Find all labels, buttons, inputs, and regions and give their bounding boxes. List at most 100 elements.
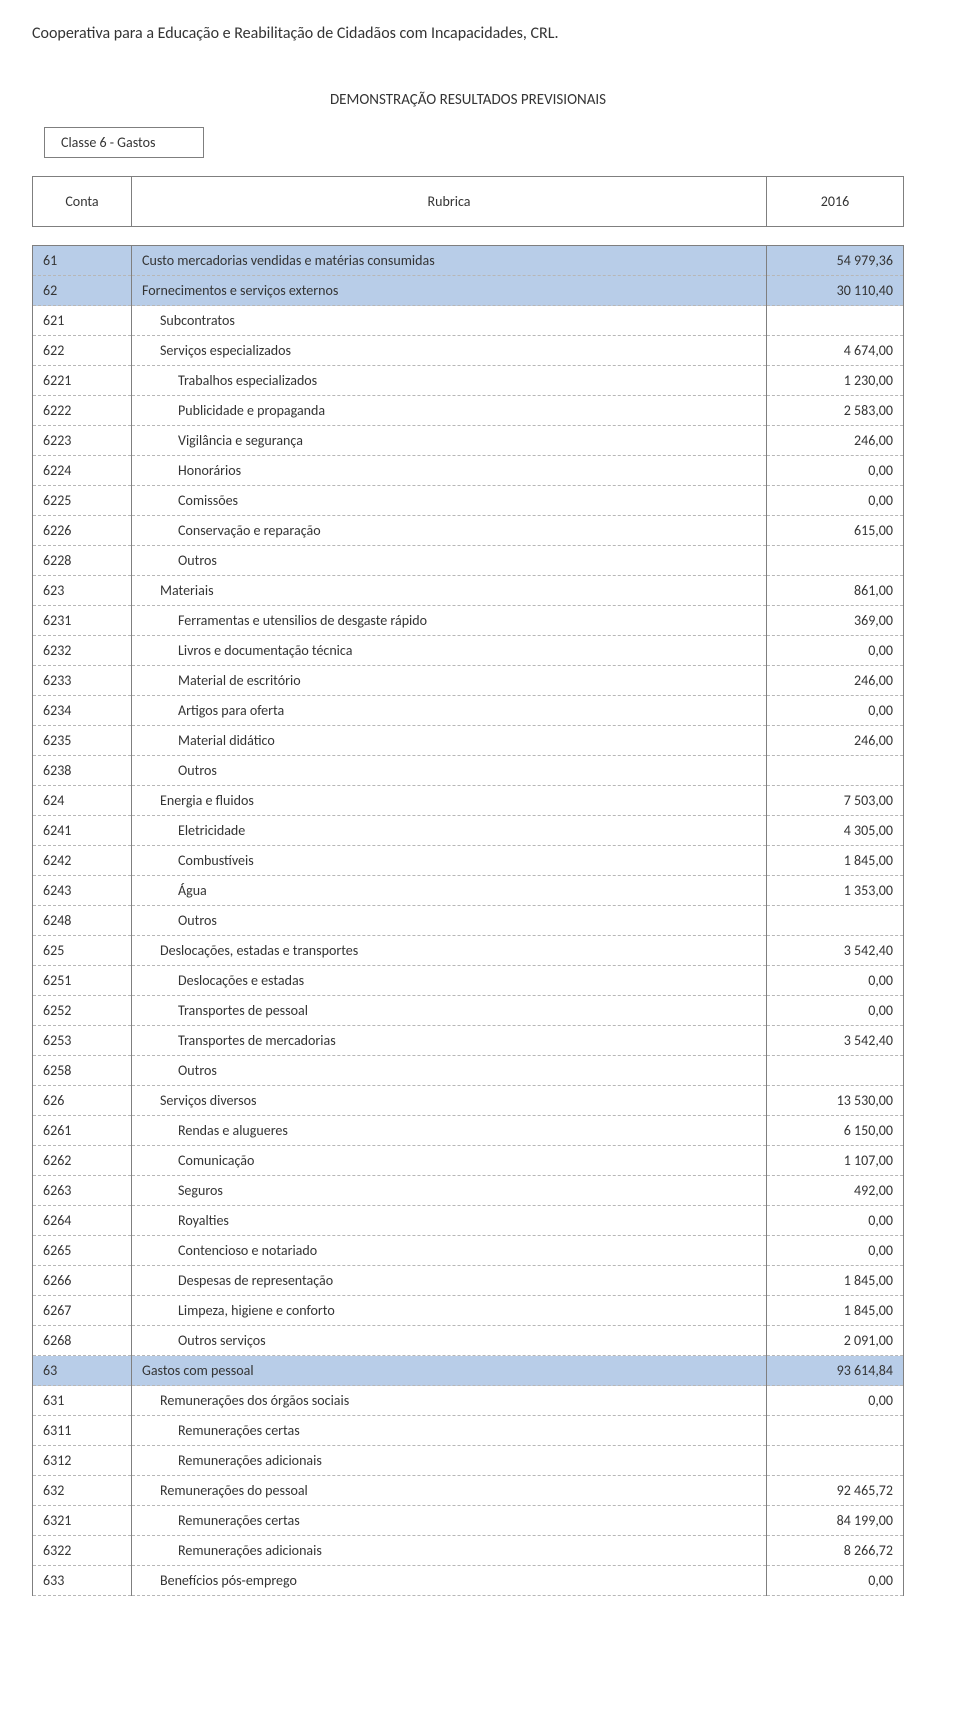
cell-value: 861,00 — [767, 576, 904, 606]
cell-code: 6232 — [33, 636, 132, 666]
cell-code: 6238 — [33, 756, 132, 786]
cell-value: 492,00 — [767, 1176, 904, 1206]
document-page: Cooperativa para a Educação e Reabilitaç… — [0, 0, 960, 1636]
organization-name: Cooperativa para a Educação e Reabilitaç… — [32, 24, 904, 43]
table-row: 6221Trabalhos especializados1 230,00 — [33, 366, 904, 396]
classe-label: Classe 6 - Gastos — [44, 127, 204, 158]
table-row: 6252Transportes de pessoal0,00 — [33, 996, 904, 1026]
cell-value — [767, 1446, 904, 1476]
cell-value: 0,00 — [767, 966, 904, 996]
cell-value — [767, 906, 904, 936]
cell-code: 6235 — [33, 726, 132, 756]
table-row: 6322Remunerações adicionais8 266,72 — [33, 1536, 904, 1566]
cell-value: 1 845,00 — [767, 1266, 904, 1296]
cell-code: 6321 — [33, 1506, 132, 1536]
cell-code: 6267 — [33, 1296, 132, 1326]
table-row: 621Subcontratos — [33, 306, 904, 336]
cell-value: 0,00 — [767, 636, 904, 666]
cell-value: 2 583,00 — [767, 396, 904, 426]
cell-code: 6261 — [33, 1116, 132, 1146]
cell-label: Seguros — [132, 1176, 767, 1206]
cell-code: 625 — [33, 936, 132, 966]
cell-label: Artigos para oferta — [132, 696, 767, 726]
table-row: 6312Remunerações adicionais — [33, 1446, 904, 1476]
cell-value: 0,00 — [767, 1236, 904, 1266]
table-row: 623Materiais861,00 — [33, 576, 904, 606]
cell-code: 6248 — [33, 906, 132, 936]
cell-value: 0,00 — [767, 696, 904, 726]
table-row: 633Benefícios pós-emprego0,00 — [33, 1566, 904, 1596]
table-row: 6235Material didático246,00 — [33, 726, 904, 756]
cell-code: 62 — [33, 276, 132, 306]
cell-value: 7 503,00 — [767, 786, 904, 816]
cell-label: Comunicação — [132, 1146, 767, 1176]
table-row: 632Remunerações do pessoal92 465,72 — [33, 1476, 904, 1506]
cell-value — [767, 756, 904, 786]
cell-value: 6 150,00 — [767, 1116, 904, 1146]
cell-code: 6242 — [33, 846, 132, 876]
cell-value: 4 305,00 — [767, 816, 904, 846]
cell-value: 13 530,00 — [767, 1086, 904, 1116]
cell-value: 1 353,00 — [767, 876, 904, 906]
cell-code: 6226 — [33, 516, 132, 546]
table-row: 63Gastos com pessoal93 614,84 — [33, 1356, 904, 1386]
cell-label: Material de escritório — [132, 666, 767, 696]
cell-label: Energia e fluidos — [132, 786, 767, 816]
cell-label: Contencioso e notariado — [132, 1236, 767, 1266]
cell-label: Fornecimentos e serviços externos — [132, 276, 767, 306]
table-row: 6268Outros serviços2 091,00 — [33, 1326, 904, 1356]
classe-box-wrap: Classe 6 - Gastos — [32, 127, 904, 158]
cell-value: 4 674,00 — [767, 336, 904, 366]
cell-value — [767, 1416, 904, 1446]
cell-value: 1 845,00 — [767, 846, 904, 876]
cell-value: 0,00 — [767, 486, 904, 516]
cell-label: Conservação e reparação — [132, 516, 767, 546]
table-row: 6226Conservação e reparação615,00 — [33, 516, 904, 546]
table-row: 6265Contencioso e notariado0,00 — [33, 1236, 904, 1266]
cell-value: 1 230,00 — [767, 366, 904, 396]
cell-code: 6223 — [33, 426, 132, 456]
table-row: 624Energia e fluidos7 503,00 — [33, 786, 904, 816]
table-row: 626Serviços diversos13 530,00 — [33, 1086, 904, 1116]
cell-value: 369,00 — [767, 606, 904, 636]
cell-code: 6231 — [33, 606, 132, 636]
header-year: 2016 — [767, 177, 904, 227]
cell-code: 6228 — [33, 546, 132, 576]
cell-label: Remunerações dos órgãos sociais — [132, 1386, 767, 1416]
cell-value: 0,00 — [767, 1206, 904, 1236]
cell-label: Materiais — [132, 576, 767, 606]
cell-label: Transportes de mercadorias — [132, 1026, 767, 1056]
cell-label: Livros e documentação técnica — [132, 636, 767, 666]
cell-value: 615,00 — [767, 516, 904, 546]
table-row: 6231Ferramentas e utensilios de desgaste… — [33, 606, 904, 636]
cell-code: 6266 — [33, 1266, 132, 1296]
cell-label: Custo mercadorias vendidas e matérias co… — [132, 246, 767, 276]
cell-label: Remunerações adicionais — [132, 1536, 767, 1566]
cell-value: 93 614,84 — [767, 1356, 904, 1386]
table-row: 6267Limpeza, higiene e conforto1 845,00 — [33, 1296, 904, 1326]
cell-value: 246,00 — [767, 726, 904, 756]
cell-label: Eletricidade — [132, 816, 767, 846]
cell-label: Ferramentas e utensilios de desgaste ráp… — [132, 606, 767, 636]
cell-value: 3 542,40 — [767, 936, 904, 966]
cell-code: 6222 — [33, 396, 132, 426]
cell-value: 54 979,36 — [767, 246, 904, 276]
cell-label: Royalties — [132, 1206, 767, 1236]
cell-code: 6263 — [33, 1176, 132, 1206]
cell-label: Despesas de representação — [132, 1266, 767, 1296]
cell-value — [767, 306, 904, 336]
table-row: 6243Água1 353,00 — [33, 876, 904, 906]
table-row: 6222Publicidade e propaganda2 583,00 — [33, 396, 904, 426]
cell-code: 6233 — [33, 666, 132, 696]
cell-label: Benefícios pós-emprego — [132, 1566, 767, 1596]
table-row: 6311Remunerações certas — [33, 1416, 904, 1446]
cell-code: 6225 — [33, 486, 132, 516]
cell-label: Trabalhos especializados — [132, 366, 767, 396]
table-row: 6262Comunicação1 107,00 — [33, 1146, 904, 1176]
cell-code: 61 — [33, 246, 132, 276]
cell-label: Serviços especializados — [132, 336, 767, 366]
cell-code: 6251 — [33, 966, 132, 996]
cell-code: 631 — [33, 1386, 132, 1416]
cell-label: Publicidade e propaganda — [132, 396, 767, 426]
cell-value: 92 465,72 — [767, 1476, 904, 1506]
